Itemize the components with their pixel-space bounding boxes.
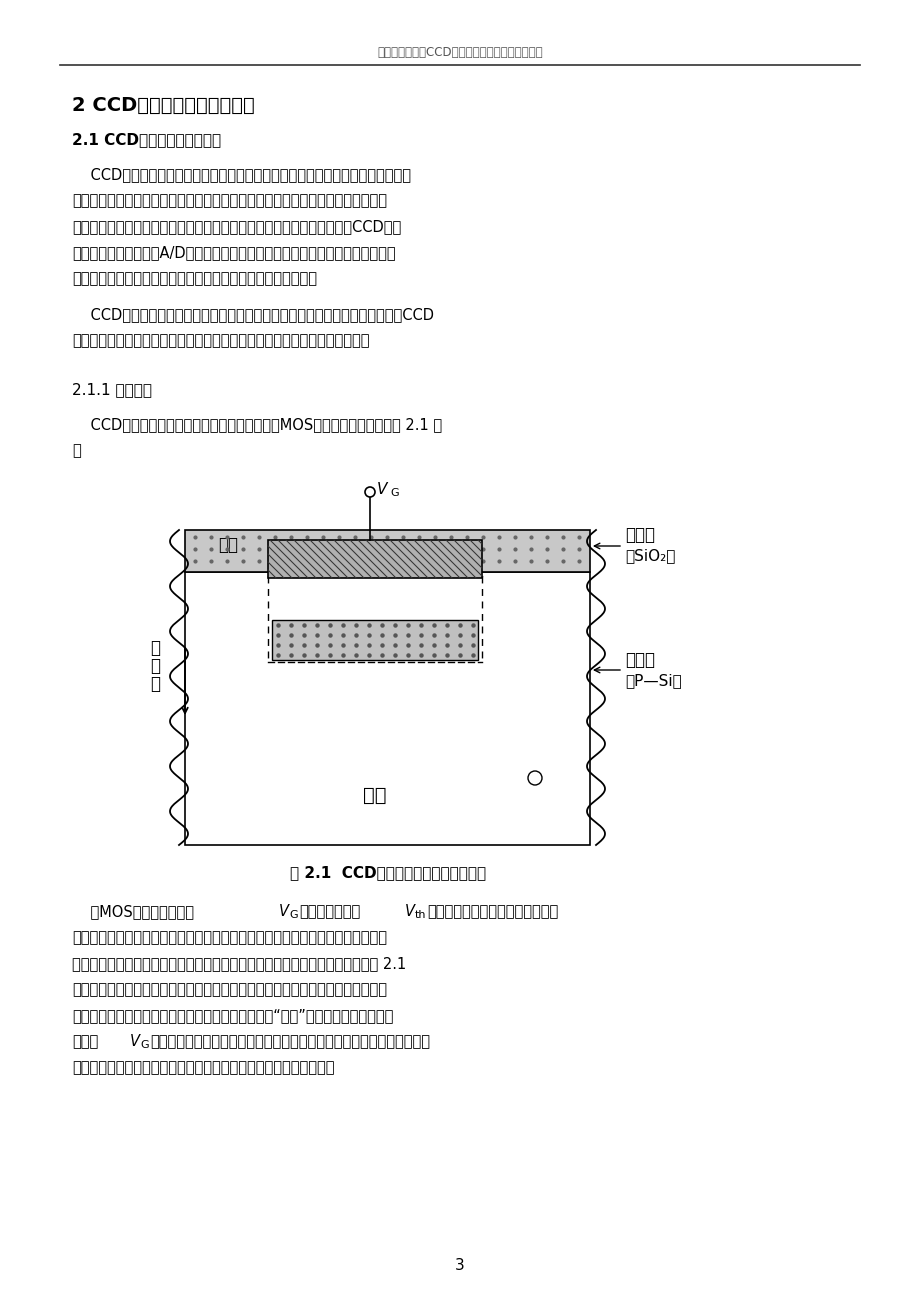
Text: 电子: 电子 — [363, 628, 386, 647]
Text: 光信号转化为电信号，每个元件上的电荷量取决于所受到的光照强度。当CCD工作: 光信号转化为电信号，每个元件上的电荷量取决于所受到的光照强度。当CCD工作 — [72, 220, 401, 234]
Text: 按照矩阵排列，光线通过镜头照射到光电二极管上，并被转化为电荷，从而使图像: 按照矩阵排列，光线通过镜头照射到光电二极管上，并被转化为电荷，从而使图像 — [72, 194, 387, 208]
Text: G: G — [390, 488, 398, 497]
Bar — [267, 540, 482, 578]
Polygon shape — [185, 572, 589, 845]
Text: 2.1.1 电荷存储: 2.1.1 电荷存储 — [72, 383, 152, 397]
Text: 于栅压: 于栅压 — [72, 1035, 98, 1049]
Text: CCD的突出特点是以电荷为信号，基本功能是电荷的存储和电荷的转移，故，CCD: CCD的突出特点是以电荷为信号，基本功能是电荷的存储和电荷的转移，故，CCD — [72, 307, 434, 323]
Text: V: V — [377, 482, 387, 496]
Text: （SiO₂）: （SiO₂） — [624, 548, 675, 564]
Text: 2 CCD图像传感器的成像原理: 2 CCD图像传感器的成像原理 — [72, 95, 255, 115]
Text: 武汉理工大学《CCD图像传感器》技术报告说明书: 武汉理工大学《CCD图像传感器》技术报告说明书 — [377, 46, 542, 59]
Text: G: G — [140, 1040, 149, 1049]
Text: 大于其开启电压: 大于其开启电压 — [299, 905, 360, 919]
Circle shape — [528, 771, 541, 785]
Text: （P—Si）: （P—Si） — [624, 673, 681, 689]
Text: 面: 面 — [150, 658, 160, 674]
Text: 成正比，势阱被填满，就是说在半导体表面的电子与表面势之间达到平衡: 成正比，势阱被填满，就是说在半导体表面的电子与表面势之间达到平衡 — [150, 1035, 429, 1049]
Text: 相关资料，我们可以将这部分描述为半导体表面形成了对于电子的势阱，正如图 2.1: 相关资料，我们可以将这部分描述为半导体表面形成了对于电子的势阱，正如图 2.1 — [72, 957, 406, 971]
Text: 示: 示 — [72, 444, 81, 458]
Text: CCD由排列规则的金属物、氧化物、半导体（MOS）电容阵列组成，如图 2.1 所: CCD由排列规则的金属物、氧化物、半导体（MOS）电容阵列组成，如图 2.1 所 — [72, 418, 442, 432]
Text: 当MOS电容的栅极电压: 当MOS电容的栅极电压 — [72, 905, 194, 919]
Circle shape — [365, 487, 375, 497]
Text: 半导体: 半导体 — [624, 651, 654, 669]
Text: 2.1 CCD图像传感器工作原理: 2.1 CCD图像传感器工作原理 — [72, 133, 221, 147]
Text: V: V — [404, 905, 414, 919]
Text: 围电子就迅速聚集在电极下半导体表面处。而由于聚集在这的电子势能较低，根据: 围电子就迅速聚集在电极下半导体表面处。而由于聚集在这的电子势能较低，根据 — [72, 931, 387, 945]
Text: 容器中的液体。势阱的积累电子的容量取决于势阱的“深度”，而表面势的大小近似: 容器中的液体。势阱的积累电子的容量取决于势阱的“深度”，而表面势的大小近似 — [72, 1009, 393, 1023]
Text: 势: 势 — [150, 674, 160, 693]
Text: 界: 界 — [150, 639, 160, 658]
Text: 图 2.1  CCD光敏元件的结构部分剖面图: 图 2.1 CCD光敏元件的结构部分剖面图 — [289, 866, 485, 880]
Text: 状态，不再向电极下半导体表面聚集。这样就完成了对电荷的存储。: 状态，不再向电极下半导体表面聚集。这样就完成了对电荷的存储。 — [72, 1061, 335, 1075]
Text: 时，将各个像素信号经A/D转换器转换成数字信号，再将其以一定格式压缩后存入: 时，将各个像素信号经A/D转换器转换成数字信号，再将其以一定格式压缩后存入 — [72, 246, 395, 260]
Text: CCD由大量独立的光敏元件组成，每个光敏元件也称一像素。这些光敏元件通常: CCD由大量独立的光敏元件组成，每个光敏元件也称一像素。这些光敏元件通常 — [72, 168, 411, 182]
Text: 金属: 金属 — [218, 536, 238, 553]
Text: V: V — [278, 905, 289, 919]
Text: 缓存，之后再根据不同需求将其以数字信号或者视频信号输出。: 缓存，之后再根据不同需求将其以数字信号或者视频信号输出。 — [72, 272, 317, 286]
Text: 势阱: 势阱 — [363, 785, 386, 805]
Text: V: V — [130, 1035, 140, 1049]
Polygon shape — [185, 530, 589, 572]
Text: 的工作过程主要是信号电荷的存储、转移、检测以及图像信息还原四个阶段。: 的工作过程主要是信号电荷的存储、转移、检测以及图像信息还原四个阶段。 — [72, 333, 369, 349]
Bar — [272, 620, 478, 660]
Text: 氧化物: 氧化物 — [624, 526, 654, 544]
Text: 时，使得电极表面势升高，这样周: 时，使得电极表面势升高，这样周 — [426, 905, 558, 919]
Text: G: G — [289, 910, 298, 921]
Text: 3: 3 — [455, 1258, 464, 1272]
Text: 所示。或者根据习惯，将这个势阱想象成一个容器，而聚集在那里的电子则是存于: 所示。或者根据习惯，将这个势阱想象成一个容器，而聚集在那里的电子则是存于 — [72, 983, 387, 997]
Text: th: th — [414, 910, 426, 921]
